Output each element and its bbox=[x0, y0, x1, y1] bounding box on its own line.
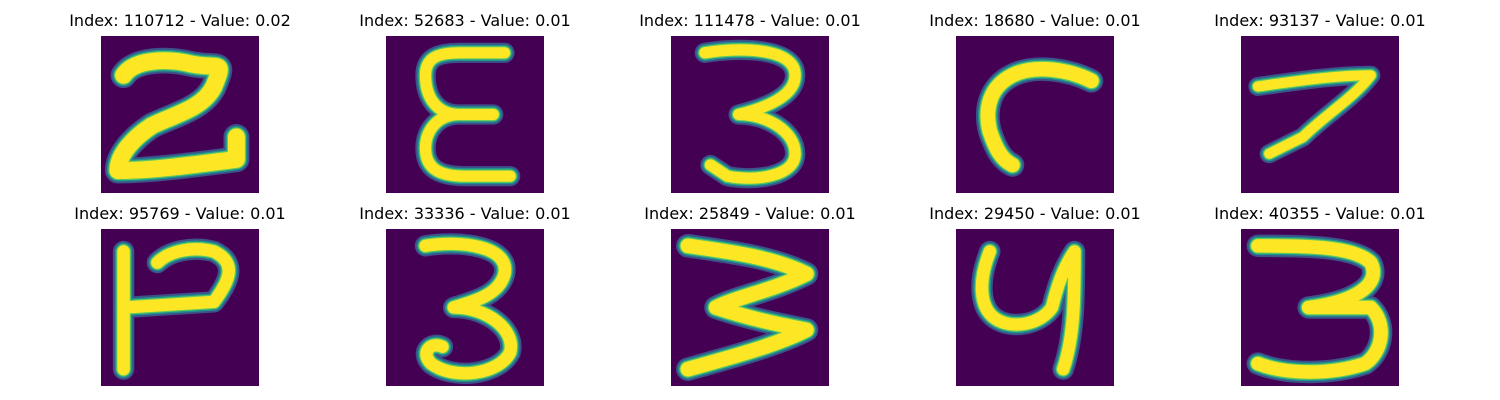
digit-canvas bbox=[1241, 229, 1399, 386]
panel-title: Index: 29450 - Value: 0.01 bbox=[929, 204, 1141, 223]
panel-title: Index: 18680 - Value: 0.01 bbox=[929, 11, 1141, 30]
digit-image bbox=[101, 36, 259, 193]
panel-title: Index: 52683 - Value: 0.01 bbox=[359, 11, 571, 30]
digit-canvas bbox=[956, 229, 1114, 386]
panel-title: Index: 95769 - Value: 0.01 bbox=[74, 204, 286, 223]
glyph-stroke-layer-3 bbox=[419, 47, 516, 182]
glyph-stroke-layer-3 bbox=[117, 243, 235, 376]
digit-image bbox=[386, 36, 544, 193]
digit-image bbox=[386, 229, 544, 386]
digit-image bbox=[101, 229, 259, 386]
glyph-stroke-layer-3 bbox=[109, 52, 245, 179]
panel-10: Index: 40355 - Value: 0.01 bbox=[1180, 204, 1460, 386]
panel-title: Index: 110712 - Value: 0.02 bbox=[69, 11, 291, 30]
digit-canvas bbox=[101, 36, 259, 193]
digit-canvas bbox=[1241, 36, 1399, 193]
panel-title: Index: 33336 - Value: 0.01 bbox=[359, 204, 571, 223]
panel-2: Index: 52683 - Value: 0.01 bbox=[325, 11, 605, 193]
digit-image bbox=[1241, 36, 1399, 193]
digit-image bbox=[671, 229, 829, 386]
panel-9: Index: 29450 - Value: 0.01 bbox=[895, 204, 1175, 386]
panel-5: Index: 93137 - Value: 0.01 bbox=[1180, 11, 1460, 193]
panel-3: Index: 111478 - Value: 0.01 bbox=[610, 11, 890, 193]
panel-4: Index: 18680 - Value: 0.01 bbox=[895, 11, 1175, 193]
glyph-stroke-layer-3 bbox=[1252, 70, 1376, 159]
digit-image bbox=[956, 36, 1114, 193]
glyph-stroke-layer-3 bbox=[699, 44, 801, 184]
glyph-stroke-layer-3 bbox=[975, 245, 1081, 376]
digit-canvas bbox=[671, 229, 829, 386]
digit-canvas bbox=[386, 36, 544, 193]
digit-image bbox=[956, 229, 1114, 386]
digit-image bbox=[671, 36, 829, 193]
panel-1: Index: 110712 - Value: 0.02 bbox=[40, 11, 320, 193]
digit-image bbox=[1241, 229, 1399, 386]
glyph-stroke-layer-3 bbox=[980, 61, 1099, 173]
panel-title: Index: 111478 - Value: 0.01 bbox=[639, 11, 861, 30]
panel-title: Index: 93137 - Value: 0.01 bbox=[1214, 11, 1426, 30]
glyph-stroke-layer-3 bbox=[680, 238, 814, 377]
panel-7: Index: 33336 - Value: 0.01 bbox=[325, 204, 605, 386]
panel-8: Index: 25849 - Value: 0.01 bbox=[610, 204, 890, 386]
panel-title: Index: 40355 - Value: 0.01 bbox=[1214, 204, 1426, 223]
panel-6: Index: 95769 - Value: 0.01 bbox=[40, 204, 320, 386]
panel-title: Index: 25849 - Value: 0.01 bbox=[644, 204, 856, 223]
digit-canvas bbox=[956, 36, 1114, 193]
digit-canvas bbox=[386, 229, 544, 386]
digit-canvas bbox=[101, 229, 259, 386]
glyph-stroke-layer-3 bbox=[419, 237, 518, 380]
digit-canvas bbox=[671, 36, 829, 193]
glyph-stroke-layer-3 bbox=[1251, 239, 1388, 379]
